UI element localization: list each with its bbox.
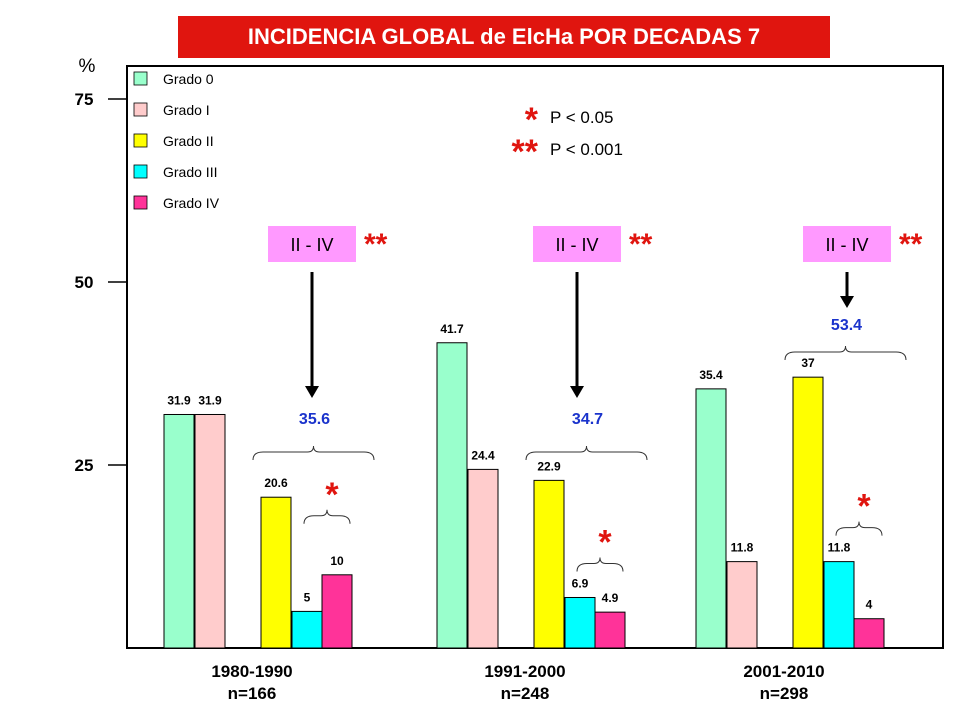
significance-label: P < 0.05 <box>550 108 614 127</box>
data-label: 41.7 <box>440 322 464 336</box>
bar <box>726 561 758 649</box>
significance-mark: ** <box>512 133 539 171</box>
legend-swatch <box>133 195 148 210</box>
bar <box>792 376 824 649</box>
combined-box <box>803 226 891 262</box>
bar <box>291 610 323 649</box>
data-label: 10 <box>330 554 344 568</box>
combined-significance: ** <box>364 228 388 261</box>
bar <box>321 574 353 649</box>
brace <box>784 345 907 361</box>
data-label: 24.4 <box>471 448 495 462</box>
combined-value: 53.4 <box>831 317 862 334</box>
legend-entry: Grado 0 <box>163 71 214 87</box>
y-axis-label: % <box>79 56 96 77</box>
combined-significance: ** <box>629 228 653 261</box>
legend-entry: Grado I <box>163 102 210 118</box>
data-label: 20.6 <box>264 476 288 490</box>
brace <box>576 557 624 572</box>
significance-label: P < 0.001 <box>550 140 623 159</box>
brace <box>525 445 648 461</box>
legend-entry: Grado III <box>163 164 217 180</box>
bar <box>594 611 626 649</box>
legend-entry: Grado II <box>163 133 214 149</box>
arrow-head <box>840 296 854 308</box>
x-category-count: n=166 <box>228 684 277 703</box>
bar <box>853 618 885 649</box>
arrow-head <box>305 386 319 398</box>
data-label: 4 <box>866 598 873 612</box>
bar <box>194 413 226 649</box>
bar <box>436 342 468 649</box>
legend-swatch <box>133 133 148 148</box>
data-label: 37 <box>801 356 815 370</box>
brace <box>835 521 883 536</box>
combined-label: II - IV <box>555 235 598 255</box>
bar <box>533 479 565 649</box>
y-tick-label: 50 <box>75 273 94 292</box>
x-category-label: 1980-1990 <box>211 662 292 681</box>
significance-star: * <box>598 523 612 561</box>
combined-label: II - IV <box>825 235 868 255</box>
bar <box>163 413 195 649</box>
legend-swatch <box>133 164 148 179</box>
chart-title: INCIDENCIA GLOBAL de ElcHa POR DECADAS 7 <box>178 16 830 58</box>
combined-value: 35.6 <box>299 411 330 428</box>
data-label: 6.9 <box>572 576 589 590</box>
data-label: 11.8 <box>731 541 754 555</box>
combined-box <box>268 226 356 262</box>
data-label: 22.9 <box>537 459 561 473</box>
y-tick-label: 75 <box>75 90 94 109</box>
arrow-head <box>570 386 584 398</box>
bar <box>260 496 292 649</box>
significance-mark: * <box>525 101 539 139</box>
bar <box>564 596 596 649</box>
x-category-count: n=298 <box>760 684 809 703</box>
bar <box>695 388 727 649</box>
combined-significance: ** <box>899 228 923 261</box>
brace <box>303 509 351 524</box>
bar <box>467 468 499 649</box>
data-label: 11.8 <box>828 541 851 555</box>
combined-box <box>533 226 621 262</box>
x-category-label: 1991-2000 <box>484 662 565 681</box>
data-label: 31.9 <box>198 393 222 407</box>
y-tick-label: 25 <box>75 456 94 475</box>
significance-star: * <box>325 476 339 514</box>
bar <box>823 561 855 649</box>
x-category-label: 2001-2010 <box>743 662 824 681</box>
data-label: 35.4 <box>699 368 723 382</box>
legend-entry: Grado IV <box>163 195 220 211</box>
combined-label: II - IV <box>290 235 333 255</box>
combined-value: 34.7 <box>572 411 603 428</box>
data-label: 4.9 <box>602 591 619 605</box>
brace <box>252 445 375 461</box>
data-label: 31.9 <box>167 393 191 407</box>
significance-star: * <box>857 488 871 526</box>
data-label: 5 <box>304 590 311 604</box>
legend-swatch <box>133 71 148 86</box>
x-category-count: n=248 <box>501 684 550 703</box>
legend-swatch <box>133 102 148 117</box>
